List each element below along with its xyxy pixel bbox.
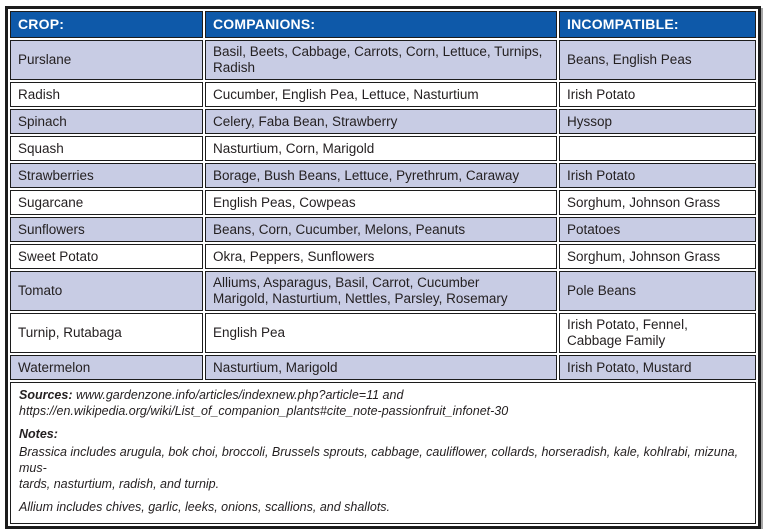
incompatible-cell: Sorghum, Johnson Grass xyxy=(559,190,756,215)
footer-row: Sources: www.gardenzone.info/articles/in… xyxy=(10,382,756,524)
notes-heading: Notes: xyxy=(19,427,58,441)
crop-cell: Sunflowers xyxy=(10,217,203,242)
table-row: Sweet Potato Okra, Peppers, Sunflowers S… xyxy=(10,244,756,269)
header-row: CROP: COMPANIONS: INCOMPATIBLE: xyxy=(10,11,756,38)
companions-cell: Basil, Beets, Cabbage, Carrots, Corn, Le… xyxy=(205,40,557,80)
crop-cell: Watermelon xyxy=(10,355,203,380)
footer-notes-cell: Sources: www.gardenzone.info/articles/in… xyxy=(10,382,756,524)
column-header-companions: COMPANIONS: xyxy=(205,11,557,38)
sources-label: Sources: xyxy=(19,388,73,402)
incompatible-cell: Irish Potato xyxy=(559,82,756,107)
incompatible-cell: Irish Potato, Mustard xyxy=(559,355,756,380)
table-row: Watermelon Nasturtium, Marigold Irish Po… xyxy=(10,355,756,380)
allium-note: Allium includes chives, garlic, leeks, o… xyxy=(19,500,391,514)
companions-cell: Nasturtium, Marigold xyxy=(205,355,557,380)
companion-planting-table-frame: CROP: COMPANIONS: INCOMPATIBLE: Purslane… xyxy=(5,6,761,529)
crop-cell: Turnip, Rutabaga xyxy=(10,313,203,353)
incompatible-cell: Potatoes xyxy=(559,217,756,242)
table-row: Spinach Celery, Faba Bean, Strawberry Hy… xyxy=(10,109,756,134)
crop-cell: Spinach xyxy=(10,109,203,134)
crop-cell: Tomato xyxy=(10,271,203,311)
table-row: Sunflowers Beans, Corn, Cucumber, Melons… xyxy=(10,217,756,242)
companions-cell: Cucumber, English Pea, Lettuce, Nasturti… xyxy=(205,82,557,107)
companion-planting-table: CROP: COMPANIONS: INCOMPATIBLE: Purslane… xyxy=(8,9,758,526)
table-row: Squash Nasturtium, Corn, Marigold xyxy=(10,136,756,161)
table-row: Turnip, Rutabaga English Pea Irish Potat… xyxy=(10,313,756,353)
brassica-note: Brassica includes arugula, bok choi, bro… xyxy=(19,445,739,491)
crop-cell: Sugarcane xyxy=(10,190,203,215)
table-row: Strawberries Borage, Bush Beans, Lettuce… xyxy=(10,163,756,188)
table-row: Purslane Basil, Beets, Cabbage, Carrots,… xyxy=(10,40,756,80)
crop-cell: Sweet Potato xyxy=(10,244,203,269)
crop-cell: Strawberries xyxy=(10,163,203,188)
sources-text: www.gardenzone.info/articles/indexnew.ph… xyxy=(19,388,509,418)
companions-cell: Okra, Peppers, Sunflowers xyxy=(205,244,557,269)
incompatible-cell: Irish Potato xyxy=(559,163,756,188)
companions-cell: Borage, Bush Beans, Lettuce, Pyrethrum, … xyxy=(205,163,557,188)
column-header-crop: CROP: xyxy=(10,11,203,38)
companions-cell: English Pea xyxy=(205,313,557,353)
companions-cell: Alliums, Asparagus, Basil, Carrot, Cucum… xyxy=(205,271,557,311)
column-header-incompatible: INCOMPATIBLE: xyxy=(559,11,756,38)
crop-cell: Squash xyxy=(10,136,203,161)
incompatible-cell: Sorghum, Johnson Grass xyxy=(559,244,756,269)
sources-note: Sources: www.gardenzone.info/articles/in… xyxy=(19,387,747,419)
incompatible-cell xyxy=(559,136,756,161)
incompatible-cell: Beans, English Peas xyxy=(559,40,756,80)
crop-cell: Purslane xyxy=(10,40,203,80)
companions-cell: Nasturtium, Corn, Marigold xyxy=(205,136,557,161)
table-row: Radish Cucumber, English Pea, Lettuce, N… xyxy=(10,82,756,107)
incompatible-cell: Irish Potato, Fennel, Cabbage Family xyxy=(559,313,756,353)
incompatible-cell: Hyssop xyxy=(559,109,756,134)
companions-cell: Beans, Corn, Cucumber, Melons, Peanuts xyxy=(205,217,557,242)
companions-cell: English Peas, Cowpeas xyxy=(205,190,557,215)
crop-cell: Radish xyxy=(10,82,203,107)
table-row: Sugarcane English Peas, Cowpeas Sorghum,… xyxy=(10,190,756,215)
companions-cell: Celery, Faba Bean, Strawberry xyxy=(205,109,557,134)
table-row: Tomato Alliums, Asparagus, Basil, Carrot… xyxy=(10,271,756,311)
incompatible-cell: Pole Beans xyxy=(559,271,756,311)
